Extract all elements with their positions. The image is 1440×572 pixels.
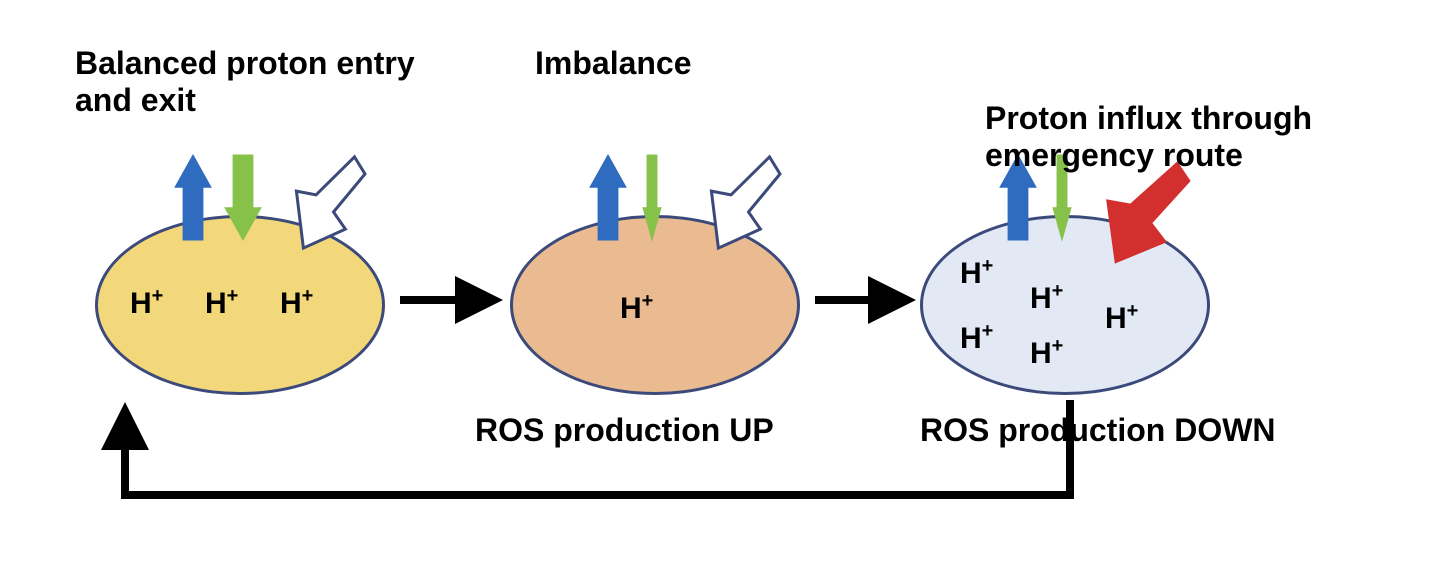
cell-balanced-hplus-0: H+ (130, 285, 163, 321)
cell-emergency-hplus-3: H+ (960, 320, 993, 356)
diagram-root: H+ H+ H+ H+ H+ H+ H+ H+ H+ Balanced proton entry … (0, 0, 1440, 572)
cell-balanced-arrow-up (175, 155, 211, 240)
label-imbalance: Imbalance (535, 45, 692, 82)
cell-imbalance-arrow-down (643, 155, 661, 240)
cell-balanced-hplus-2: H+ (280, 285, 313, 321)
cell-imbalance-hplus-0: H+ (620, 290, 653, 326)
cell-imbalance-arrow-up (590, 155, 626, 240)
arrow-2-to-3 (800, 285, 923, 315)
label-emergency: Proton influx through emergency route (985, 100, 1312, 174)
label-balanced: Balanced proton entry and exit (75, 45, 415, 119)
cell-balanced-hplus-1: H+ (205, 285, 238, 321)
arrow-1-to-2 (385, 285, 510, 315)
arrow-feedback (105, 380, 1090, 515)
cell-emergency-arrow-diag-down-left (1105, 160, 1190, 265)
cell-balanced-arrow-down (225, 155, 261, 240)
cell-emergency-hplus-4: H+ (1030, 335, 1063, 371)
cell-imbalance-arrow-diag-down-left (710, 155, 780, 250)
cell-balanced-arrow-diag-down-left (295, 155, 365, 250)
cell-emergency-hplus-0: H+ (960, 255, 993, 291)
cell-emergency-hplus-2: H+ (1105, 300, 1138, 336)
cell-emergency-hplus-1: H+ (1030, 280, 1063, 316)
